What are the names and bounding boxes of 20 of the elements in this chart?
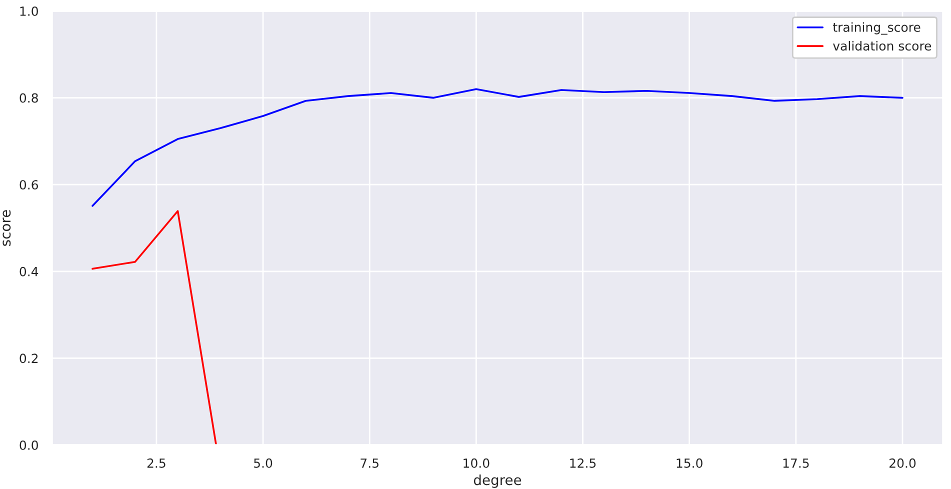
x-tick-label: 5.0 — [254, 458, 272, 468]
x-tick-label: 20.0 — [890, 458, 916, 468]
x-tick-label: 17.5 — [783, 458, 809, 468]
y-tick-label: 0.8 — [20, 93, 38, 103]
x-tick-label: 7.5 — [360, 458, 378, 468]
x-axis-title: degree — [474, 474, 522, 488]
legend-label: training_score — [832, 22, 920, 35]
y-tick-label: 0.2 — [20, 354, 38, 364]
line-series — [92, 88, 904, 207]
y-tick-label: 0.4 — [20, 266, 38, 276]
x-tick-label: 2.5 — [147, 458, 166, 468]
x-tick-label: 10.0 — [464, 458, 490, 468]
y-axis-title: score — [2, 210, 11, 246]
x-tick-label: 15.0 — [676, 458, 702, 468]
y-tick-label: 0.0 — [20, 440, 38, 450]
legend-label: validation score — [833, 40, 932, 51]
y-tick-label: 0.6 — [20, 180, 38, 190]
x-tick-label: 12.5 — [570, 458, 596, 468]
y-tick-label: 1.0 — [20, 6, 38, 16]
line-series — [92, 210, 218, 445]
